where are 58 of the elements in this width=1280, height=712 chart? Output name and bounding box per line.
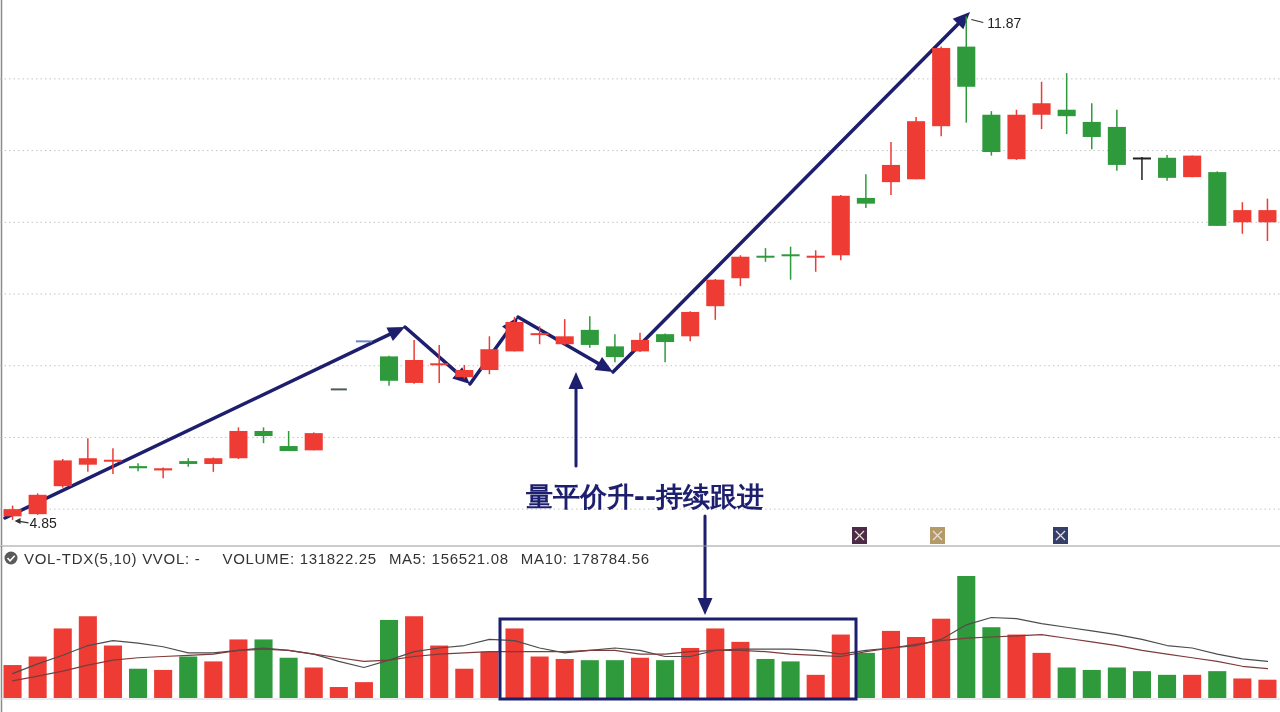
bar [78, 616, 97, 698]
bar [204, 661, 223, 698]
bar [379, 619, 399, 698]
annotation: 量平价升--持续跟进 [524, 481, 765, 512]
bar [982, 627, 1001, 698]
bar [1258, 679, 1277, 698]
bar [505, 628, 524, 698]
bar [580, 660, 599, 698]
bar [103, 645, 122, 698]
text: VOLUME: 131822.25 [222, 549, 377, 567]
bar [1183, 674, 1202, 698]
annotation: 4.85 [29, 514, 58, 531]
bar [881, 630, 901, 698]
bar [781, 661, 800, 698]
bar [3, 665, 22, 698]
bar [405, 616, 424, 698]
bar [630, 657, 650, 698]
text: MA10: 178784.56 [520, 549, 650, 567]
bar [806, 674, 825, 698]
bar [706, 628, 725, 698]
bar [53, 628, 72, 698]
annotation: 11.87 [987, 15, 1022, 32]
bar [179, 656, 198, 698]
bar [254, 639, 273, 698]
bar [681, 647, 700, 698]
bar [430, 645, 449, 698]
text: MA5: 156521.08 [388, 549, 509, 567]
bar [932, 618, 951, 698]
chart-title: VOL-TDX(5,10) VVOL: - [24, 549, 201, 567]
bar [1158, 674, 1177, 698]
bar [831, 634, 850, 698]
bar [279, 657, 298, 698]
bar [1007, 634, 1026, 698]
bar [354, 682, 373, 698]
bar [1057, 667, 1076, 698]
bar [656, 660, 675, 698]
bar [154, 669, 173, 698]
bar [28, 656, 47, 698]
bar [1208, 671, 1227, 698]
bar [1233, 678, 1252, 698]
bar [329, 687, 348, 698]
bar [907, 637, 926, 698]
bar [856, 652, 875, 698]
bar [756, 658, 775, 698]
bar [229, 639, 248, 698]
bar [1107, 667, 1126, 698]
bar [530, 656, 549, 698]
bar [129, 668, 148, 698]
bar [957, 576, 976, 698]
bar [455, 668, 474, 698]
bar [731, 641, 750, 698]
bar [1032, 652, 1051, 698]
bar [1132, 671, 1151, 698]
bar [555, 658, 574, 698]
bar [1082, 669, 1101, 698]
bar [304, 667, 323, 698]
bar [480, 651, 499, 698]
bar [605, 660, 624, 698]
